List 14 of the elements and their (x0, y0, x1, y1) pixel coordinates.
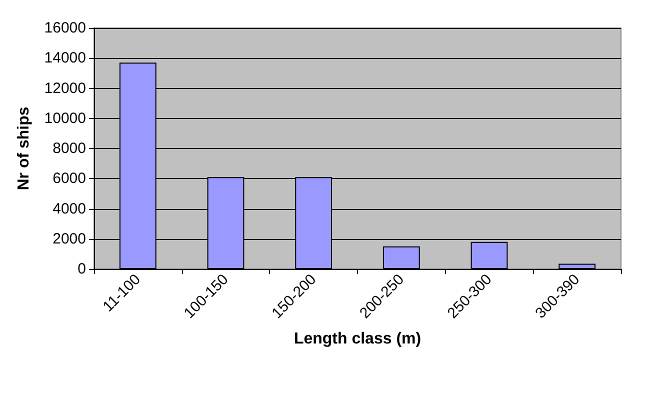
y-tick-label: 4000 (52, 200, 86, 218)
y-tick-label: 8000 (52, 140, 86, 157)
y-tick-label: 14000 (44, 50, 86, 67)
y-tick-label: 10000 (44, 110, 86, 127)
y-tick-label: 12000 (44, 80, 86, 97)
bar (558, 264, 596, 269)
y-tick-label: 6000 (52, 170, 86, 188)
bar (470, 242, 508, 269)
x-axis-title: Length class (m) (294, 330, 422, 348)
y-tick-label: 2000 (52, 230, 86, 248)
y-axis-title: Nr of ships (16, 106, 32, 190)
bar (382, 246, 420, 269)
y-tick-label: 16000 (44, 20, 86, 36)
y-tick-label: 0 (78, 260, 86, 278)
